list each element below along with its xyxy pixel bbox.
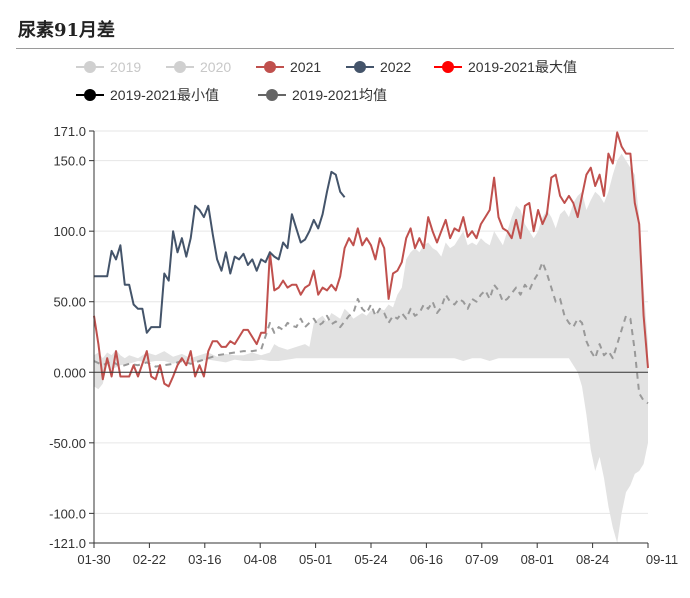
legend-marker [266, 89, 278, 101]
series-line-2019-2021均值 [93, 261, 649, 405]
x-tick-label-0: 01-30 [77, 552, 110, 567]
y-tick-label-2: 100.0 [53, 224, 86, 239]
legend-label: 2022 [380, 59, 411, 75]
x-tick-label-6: 06-16 [410, 552, 443, 567]
x-tick-label-3: 04-08 [244, 552, 277, 567]
legend-item-3[interactable]: 2021 [256, 59, 321, 75]
legend-marker [354, 61, 366, 73]
legend-marker [442, 61, 454, 73]
legend-label: 2019-2021均值 [292, 87, 387, 103]
series-lines [93, 131, 649, 405]
legend-item-7[interactable]: 2019-2021均值 [258, 87, 387, 103]
legend-label: 2021 [290, 59, 321, 75]
y-tick-label-6: -100.0 [49, 506, 86, 521]
legend-label: 2020 [200, 59, 231, 75]
legend-label: 2019 [110, 59, 141, 75]
series-line-2022 [94, 170, 346, 334]
range-band [94, 153, 648, 543]
y-tick-label-0: 171.0 [53, 124, 86, 139]
x-tick-label-1: 02-22 [133, 552, 166, 567]
legend-marker [84, 89, 96, 101]
legend-marker [84, 61, 96, 73]
series-line-2021 [93, 131, 649, 388]
legend-item-5[interactable]: 2019-2021最大值 [434, 59, 577, 75]
y-tick-label-1: 150.0 [53, 154, 86, 169]
legend-item-1[interactable]: 2019 [76, 59, 141, 75]
chart-title: 尿素91月差 [18, 20, 116, 41]
tick-labels: 171.0 150.0 100.0 50.00 0.000 -50.00 -100.0 -12… [49, 124, 678, 567]
chart-axes [89, 130, 649, 548]
legend-item-2[interactable]: 2020 [166, 59, 231, 75]
legend-item-4[interactable]: 2022 [346, 59, 411, 75]
y-tick-label-4: 0.000 [53, 365, 86, 380]
y-tick-label-7: -121.0 [49, 536, 86, 551]
legend-marker [264, 61, 276, 73]
x-tick-label-7: 07-09 [465, 552, 498, 567]
chart-legend: 2019 2020 2021 2022 2019-2021最大值 2019-2021最小值… [76, 59, 577, 103]
x-tick-label-9: 08-24 [576, 552, 609, 567]
y-tick-label-3: 50.00 [53, 295, 86, 310]
legend-item-6[interactable]: 2019-2021最小值 [76, 87, 219, 103]
y-tick-label-5: -50.00 [49, 436, 86, 451]
x-tick-label-8: 08-01 [521, 552, 554, 567]
legend-marker [174, 61, 186, 73]
max-min-band-area [94, 153, 648, 543]
x-tick-label-5: 05-24 [354, 552, 387, 567]
x-tick-label-4: 05-01 [299, 552, 332, 567]
legend-label: 2019-2021最大值 [468, 59, 577, 75]
title-divider [16, 48, 674, 49]
legend-label: 2019-2021最小值 [110, 87, 219, 103]
x-tick-label-2: 03-16 [188, 552, 221, 567]
x-tick-label-10: 09-11 [646, 552, 678, 567]
